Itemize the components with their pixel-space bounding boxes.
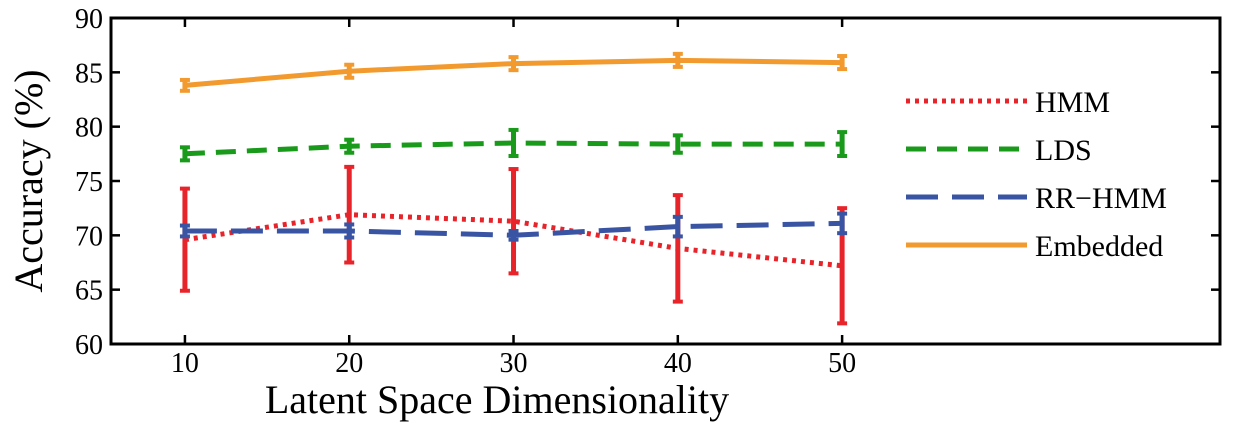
legend-label: RR−HMM [1035, 182, 1167, 215]
y-tick-label: 60 [75, 330, 103, 361]
y-tick-label: 75 [75, 167, 103, 198]
series-embedded [179, 51, 848, 93]
y-tick-label: 85 [75, 58, 103, 89]
x-tick-label: 20 [335, 348, 363, 379]
series-rr-hmm [179, 211, 848, 242]
legend-label: Embedded [1035, 230, 1163, 263]
legend-label: LDS [1035, 134, 1092, 167]
y-tick-label: 90 [75, 4, 103, 35]
series-layer [179, 51, 848, 326]
series-line [184, 212, 843, 269]
x-tick-label: 40 [664, 348, 692, 379]
x-tick-label: 10 [171, 348, 199, 379]
series-lds [179, 127, 848, 163]
x-axis-title: Latent Space Dimensionality [265, 377, 729, 422]
tick-layer: 60 65 70 75 80 85 90 10 20 30 40 50 [75, 4, 1220, 379]
legend-label: HMM [1035, 86, 1110, 119]
y-axis-title: Accuracy (%) [6, 69, 51, 292]
y-tick-label: 70 [75, 221, 103, 252]
y-tick-label: 65 [75, 276, 103, 307]
y-tick-label: 80 [75, 113, 103, 144]
legend: HMM LDS RR−HMM Embedded [906, 86, 1167, 263]
x-tick-label: 50 [828, 348, 856, 379]
series-hmm [179, 164, 848, 326]
plot-frame [109, 16, 1222, 346]
x-tick-label: 30 [500, 348, 528, 379]
